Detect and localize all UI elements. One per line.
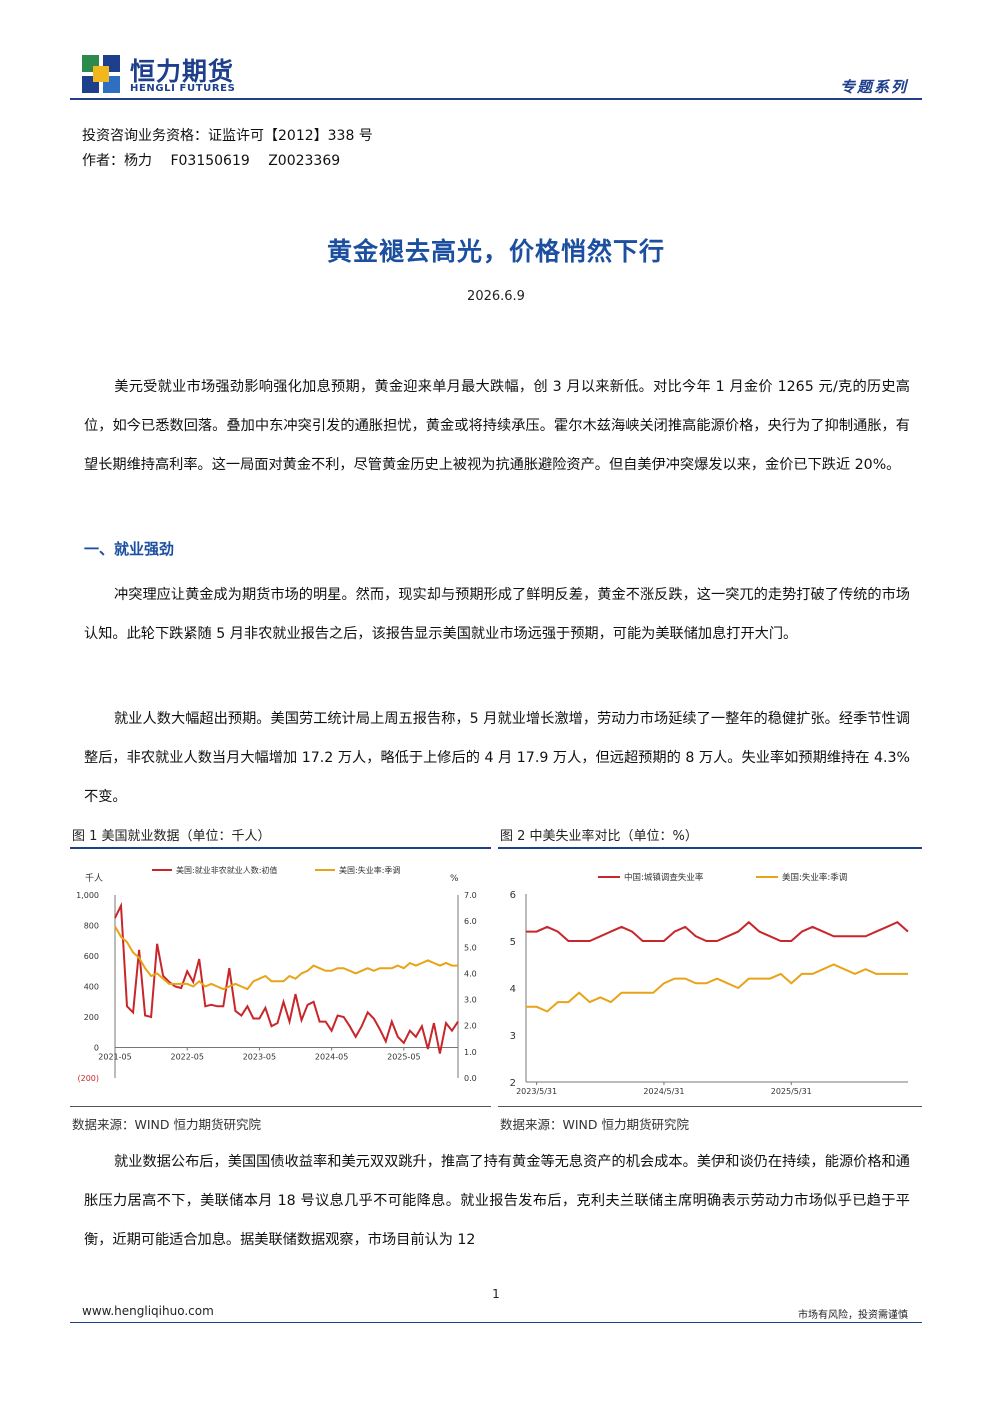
legend-label-1: 美国:就业非农就业人数:初值: [176, 865, 277, 875]
section-heading: 一、就业强劲: [84, 540, 175, 558]
x-tick-label: 2023/5/31: [516, 1087, 557, 1096]
paragraph-4: 就业数据公布后，美国国债收益率和美元双双跳升，推高了持有黄金等无息资产的机会成本…: [84, 1143, 910, 1260]
paragraph-3-text: 就业人数大幅超出预期。美国劳工统计局上周五报告称，5 月就业增长激增，劳动力市场…: [84, 711, 910, 805]
article-date: 2026.6.9: [467, 289, 525, 304]
series-line-2: [526, 963, 908, 1013]
series-line-2: [114, 925, 458, 991]
footer-url: www.hengliqihuo.com: [82, 1304, 214, 1318]
logo-text-cn: 恒力期货: [130, 57, 235, 86]
figure-1-top-rule: [70, 847, 491, 849]
series-line-1: [526, 920, 909, 942]
page-number: 1: [492, 1287, 500, 1301]
figure-2-top-rule: [498, 847, 922, 849]
x-tick-label: 2025/5/31: [771, 1087, 812, 1096]
y-tick-label-right: 5.0: [464, 943, 477, 952]
y-tick-label-left: 800: [84, 922, 99, 931]
chart-us-employment: 千人 % 1,000 800 600 400 200 0 (200) 7.0 6.0 5.0 4.0 3.…: [76, 865, 477, 1083]
y-tick-label-right: 0.0: [464, 1074, 477, 1083]
x-tick-label: 2022-05: [170, 1053, 203, 1062]
x-tick-label: 2024-05: [315, 1053, 348, 1062]
author-line: 作者：杨力 F03150619 Z0023369: [82, 153, 341, 169]
legend-label-2: 美国:失业率:季调: [339, 865, 400, 875]
y-tick-label: 4: [510, 984, 516, 995]
paragraph-4-text: 就业数据公布后，美国国债收益率和美元双双跳升，推高了持有黄金等无息资产的机会成本…: [84, 1154, 910, 1248]
figure-1-title: 图 1 美国就业数据（单位：千人）: [72, 829, 271, 844]
x-tick-label: 2023-05: [243, 1053, 276, 1062]
y-tick-label-right: 4.0: [464, 969, 477, 978]
y-tick-label-right: 6.0: [464, 917, 477, 926]
paragraph-1: 美元受就业市场强劲影响强化加息预期，黄金迎来单月最大跌幅，创 3 月以来新低。对…: [84, 368, 910, 485]
legend-label-2: 美国:失业率:季调: [782, 872, 847, 883]
y-tick-label-left: 1,000: [76, 891, 99, 900]
paragraph-2: 冲突理应让黄金成为期货市场的明星。然而，现实却与预期形成了鲜明反差，黄金不涨反跌…: [84, 576, 910, 654]
y-tick-label-left: 200: [84, 1013, 99, 1022]
figure-1-source: 数据来源：WIND 恒力期货研究院: [72, 1117, 261, 1132]
figure-2-source: 数据来源：WIND 恒力期货研究院: [500, 1117, 689, 1132]
license-line: 投资咨询业务资格：证监许可【2012】338 号: [82, 128, 373, 144]
series-label: 专题系列: [839, 78, 908, 96]
figure-2-title: 图 2 中美失业率对比（单位：%）: [500, 829, 698, 844]
y-tick-label: 3: [510, 1031, 516, 1042]
y-tick-label-left: 400: [84, 983, 99, 992]
x-tick-label: 2025-05: [387, 1053, 420, 1062]
y-tick-label-right: 7.0: [464, 891, 477, 900]
y-tick-label: 2: [510, 1078, 516, 1089]
y-tick-label-right: 3.0: [464, 996, 477, 1005]
y-axis-label-left: 千人: [85, 873, 103, 884]
footer-risk-note: 市场有风险，投资需谨慎: [798, 1310, 908, 1321]
paragraph-2-text: 冲突理应让黄金成为期货市场的明星。然而，现实却与预期形成了鲜明反差，黄金不涨反跌…: [84, 587, 910, 642]
figure-2-bottom-rule: [498, 1106, 922, 1107]
y-tick-label: 6: [510, 890, 516, 901]
y-tick-label-right: 2.0: [464, 1022, 477, 1031]
logo-icon: [82, 55, 120, 93]
y-tick-label-left: 600: [84, 952, 99, 961]
logo-text-en: HENGLI FUTURES: [130, 83, 236, 94]
paragraph-3: 就业人数大幅超出预期。美国劳工统计局上周五报告称，5 月就业增长激增，劳动力市场…: [84, 700, 910, 817]
y-tick-label: 5: [510, 937, 516, 948]
y-tick-label-left: (200): [77, 1074, 99, 1083]
paragraph-1-text: 美元受就业市场强劲影响强化加息预期，黄金迎来单月最大跌幅，创 3 月以来新低。对…: [84, 379, 910, 473]
y-tick-label-left: 0: [94, 1044, 99, 1053]
header-divider: [70, 98, 922, 100]
y-tick-label-right: 1.0: [464, 1048, 477, 1057]
x-tick-label: 2024/5/31: [643, 1087, 684, 1096]
y-axis-label-right: %: [450, 874, 459, 884]
footer-divider: [70, 1322, 922, 1323]
article-title: 黄金褪去高光，价格悄然下行: [326, 237, 665, 266]
legend-label-1: 中国:城镇调查失业率: [624, 872, 704, 883]
figure-1-bottom-rule: [70, 1106, 491, 1107]
x-tick-label: 2021-05: [98, 1053, 131, 1062]
